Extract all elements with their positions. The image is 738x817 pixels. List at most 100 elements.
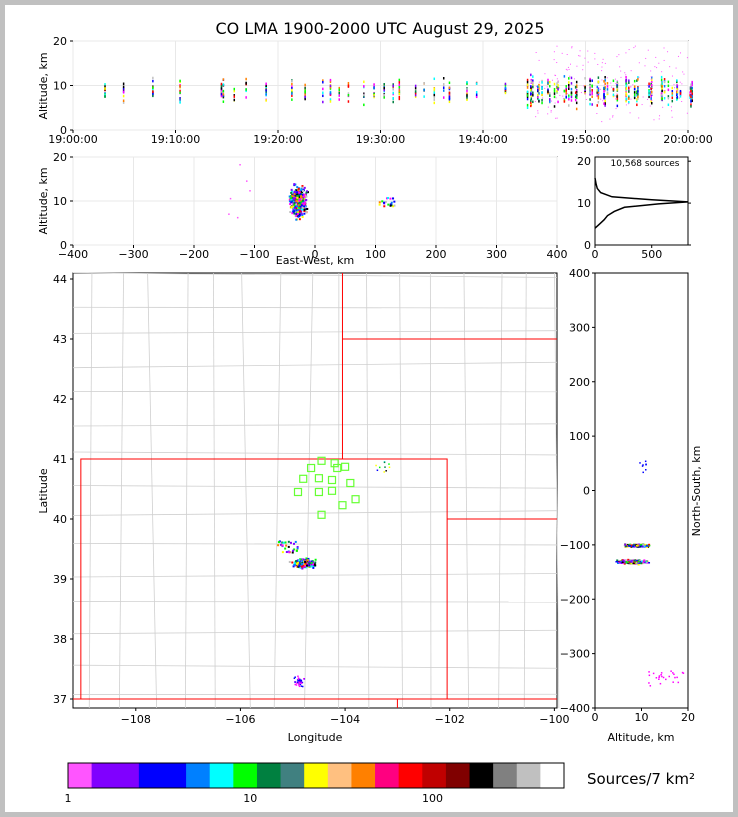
colorbar-cell <box>138 763 163 788</box>
time-height-source <box>220 92 223 96</box>
time-height-source <box>475 95 478 99</box>
county-line <box>88 272 93 709</box>
time-height-source <box>537 93 539 97</box>
time-height-source <box>669 66 671 68</box>
time-height-source <box>650 97 652 100</box>
time-height-source <box>448 96 451 99</box>
plan-view-source <box>287 540 290 543</box>
time-height-source <box>122 82 125 86</box>
time-height-source <box>423 95 425 98</box>
lma-station-marker <box>346 478 355 488</box>
time-height-source <box>152 90 154 94</box>
colorbar-tick-label: 1 <box>65 792 72 805</box>
plan-view-source <box>296 562 299 565</box>
histogram-ytick-label: 20 <box>577 155 591 168</box>
plan-view-source <box>296 547 299 550</box>
time-height-source <box>594 58 596 60</box>
time-height-source <box>122 99 125 103</box>
altitude-ns-source <box>633 560 636 562</box>
time-height-source <box>554 74 556 76</box>
plan-view-xtick-label: −106 <box>225 713 255 726</box>
time-height-source <box>568 83 570 87</box>
east-west-source <box>294 205 297 208</box>
time-height-source <box>596 112 598 114</box>
time-height-source <box>616 104 619 108</box>
time-height-source <box>625 97 628 100</box>
east-west-source <box>299 203 302 206</box>
plan-view-source <box>298 685 301 688</box>
plan-view-source <box>292 549 295 552</box>
plan-view-source <box>296 565 299 568</box>
time-height-source <box>329 78 332 82</box>
east-west-source <box>299 195 302 198</box>
east-west-source <box>290 194 293 197</box>
east-west-source <box>291 212 294 215</box>
altitude-ns-source <box>627 544 630 547</box>
time-height-source <box>414 86 417 90</box>
county-line <box>554 272 560 709</box>
time-height-source <box>553 87 556 91</box>
east-west-source <box>303 210 306 213</box>
time-height-source <box>398 92 401 96</box>
time-height-source <box>628 97 630 100</box>
east-west-source <box>295 211 298 214</box>
time-height-source <box>663 59 665 61</box>
time-height-source <box>667 88 670 92</box>
east-west-source <box>383 201 386 204</box>
plan-view-source <box>287 545 290 548</box>
colorbar-tick-label: 100 <box>422 792 443 805</box>
altitude-ns-source <box>641 560 644 562</box>
time-height-source <box>650 70 652 72</box>
time-height-source <box>628 79 630 82</box>
east-west-source <box>297 189 300 192</box>
altitude-ns-source <box>632 559 635 562</box>
east-west-source <box>303 193 306 196</box>
east-west-source <box>293 190 296 193</box>
east-west-source <box>301 202 304 205</box>
time-height-source <box>565 68 567 70</box>
east-west-source <box>390 201 393 204</box>
plan-view-xtick-label: −104 <box>330 713 360 726</box>
plan-view-source <box>288 560 291 563</box>
altitude-ns-source <box>646 562 649 564</box>
east-west-source <box>301 206 304 209</box>
east-west-source <box>299 198 302 201</box>
time-height-source <box>526 95 529 98</box>
east-west-source <box>387 203 390 206</box>
time-height-source <box>686 57 688 59</box>
time-height-source <box>547 90 549 93</box>
time-height-source <box>466 94 468 97</box>
time-height-source <box>601 121 603 123</box>
altitude-ns-source <box>639 462 641 464</box>
time-height-source <box>571 47 573 49</box>
time-height-source <box>565 87 567 91</box>
plan-view-source <box>307 559 310 562</box>
time-height-source <box>673 84 675 86</box>
east-west-xtick-label: −300 <box>118 248 148 261</box>
altitude-ns-source <box>658 675 661 677</box>
time-height-source <box>414 91 417 95</box>
altitude-ns-source <box>646 546 649 549</box>
time-height-source <box>636 98 638 101</box>
time-height-source <box>567 66 569 68</box>
time-height-source <box>578 55 580 57</box>
time-height-source <box>570 87 573 91</box>
time-height-source <box>650 78 652 80</box>
time-height-source <box>596 94 599 97</box>
source-count: 10,568 sources <box>611 159 680 169</box>
time-height-source <box>322 87 324 91</box>
county-line <box>184 272 189 709</box>
plan-view-source <box>298 679 301 682</box>
time-height-source <box>233 89 236 93</box>
time-height-source <box>222 89 225 93</box>
time-height-source <box>650 90 653 94</box>
time-height-source <box>526 103 529 107</box>
time-height-source <box>547 78 549 82</box>
time-height-source <box>122 101 125 104</box>
plan-view-source <box>299 681 301 683</box>
colorbar-cell <box>398 763 423 788</box>
east-west-source <box>295 218 298 221</box>
time-height-source <box>565 96 567 99</box>
county-line <box>72 510 558 516</box>
time-height-source <box>597 63 599 65</box>
